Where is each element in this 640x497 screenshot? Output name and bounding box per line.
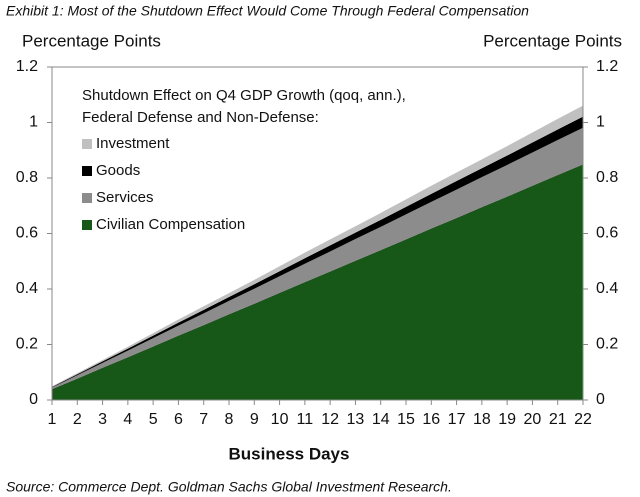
legend-label: Goods — [96, 162, 140, 179]
x-tick-label: 8 — [225, 411, 234, 428]
y2-tick-label: 0.2 — [596, 336, 618, 353]
y-tick-label: 0.8 — [16, 169, 38, 186]
x-tick-label: 18 — [473, 411, 491, 428]
x-axis-title: Business Days — [229, 444, 350, 463]
source: Source: Commerce Dept. Goldman Sachs Glo… — [6, 479, 452, 495]
y2-tick-label: 1.2 — [596, 58, 618, 75]
legend-swatch — [82, 220, 92, 230]
x-tick-label: 14 — [372, 411, 390, 428]
area — [52, 164, 583, 400]
legend-label: Investment — [96, 135, 170, 152]
x-tick-label: 16 — [422, 411, 440, 428]
y2-tick-label: 0 — [596, 391, 605, 408]
area — [52, 116, 583, 388]
area — [52, 105, 583, 387]
y2-tick-label: 0.8 — [596, 169, 618, 186]
legend-label: Civilian Compensation — [96, 216, 245, 233]
x-tick-label: 4 — [123, 411, 132, 428]
x-tick-label: 2 — [73, 411, 82, 428]
y-tick-label: 0 — [29, 391, 38, 408]
y-tick-label: 1.2 — [16, 58, 38, 75]
x-tick-label: 17 — [448, 411, 466, 428]
x-tick-label: 6 — [174, 411, 183, 428]
x-tick-label: 15 — [397, 411, 415, 428]
x-tick-label: 21 — [549, 411, 567, 428]
x-tick-label: 19 — [498, 411, 516, 428]
y2-tick-label: 1 — [596, 114, 605, 131]
x-tick-label: 20 — [524, 411, 542, 428]
x-tick-label: 10 — [271, 411, 289, 428]
y-tick-label: 1 — [29, 114, 38, 131]
x-tick-label: 5 — [149, 411, 158, 428]
y-tick-label: 0.4 — [16, 280, 38, 297]
legend-swatch — [82, 166, 92, 176]
legend-swatch — [82, 139, 92, 149]
legend-label: Services — [96, 189, 154, 206]
x-tick-label: 22 — [574, 411, 592, 428]
x-tick-label: 7 — [199, 411, 208, 428]
chart-title: Exhibit 1: Most of the Shutdown Effect W… — [6, 3, 529, 19]
x-tick-label: 13 — [347, 411, 365, 428]
legend-title: Shutdown Effect on Q4 GDP Growth (qoq, a… — [82, 87, 406, 104]
y2-axis-title: Percentage Points — [483, 31, 622, 50]
y-tick-label: 0.6 — [16, 225, 38, 242]
x-tick-label: 12 — [321, 411, 339, 428]
y-axis-title: Percentage Points — [22, 31, 161, 50]
x-tick-label: 9 — [250, 411, 259, 428]
x-tick-label: 1 — [48, 411, 57, 428]
y2-tick-label: 0.6 — [596, 225, 618, 242]
legend-title: Federal Defense and Non-Defense: — [82, 109, 319, 126]
y-tick-label: 0.2 — [16, 336, 38, 353]
x-tick-label: 3 — [98, 411, 107, 428]
y2-tick-label: 0.4 — [596, 280, 618, 297]
area — [52, 127, 583, 390]
legend-swatch — [82, 193, 92, 203]
x-tick-label: 11 — [297, 411, 314, 428]
